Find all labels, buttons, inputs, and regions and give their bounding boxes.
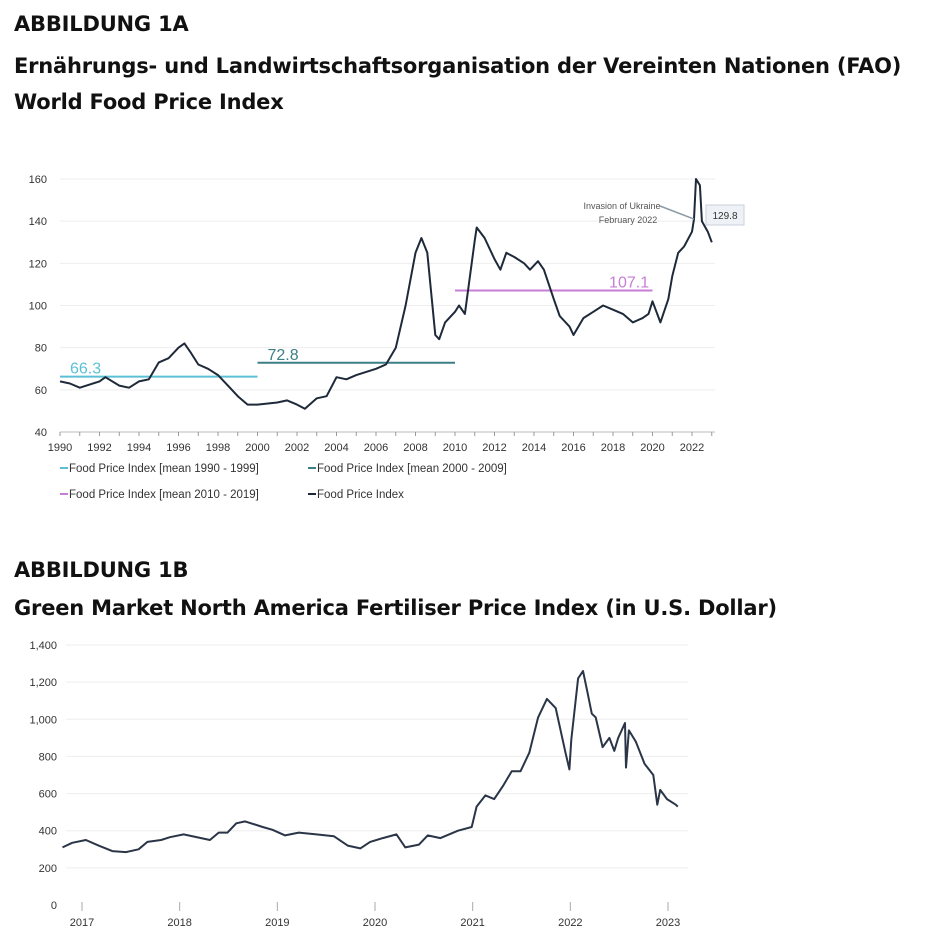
x-tick-label: 2018	[601, 442, 625, 454]
y-tick-label: 0	[51, 900, 57, 912]
mean-value-label: 66.3	[70, 361, 101, 378]
x-tick-label: 2020	[363, 917, 387, 929]
x-tick-label: 2002	[285, 442, 309, 454]
x-tick-label: 2006	[364, 442, 388, 454]
x-tick-label: 2014	[522, 442, 546, 454]
x-tick-label: 2020	[640, 442, 664, 454]
mean-value-label: 72.8	[268, 347, 299, 364]
x-tick-label: 1990	[48, 442, 72, 454]
callout-value: 129.8	[712, 211, 737, 222]
annotation-text: February 2022	[599, 215, 658, 225]
y-tick-label: 1,200	[29, 677, 57, 689]
x-tick-label: 2004	[324, 442, 348, 454]
y-tick-label: 200	[39, 863, 57, 875]
food-price-index-chart: 40 60 80 100 120 140 160 1990 1992 1994 1996 1998 20…	[29, 174, 745, 501]
legend-label: Food Price Index [mean 2010 - 2019]	[69, 489, 259, 501]
y-tick-label: 400	[39, 826, 57, 838]
x-tick-label: 2022	[558, 917, 582, 929]
x-tick-label: 1996	[166, 442, 190, 454]
legend-label: Food Price Index [mean 2000 - 2009]	[317, 463, 507, 475]
figure-1a-subtitle: World Food Price Index	[14, 90, 284, 114]
y-tick-label: 100	[29, 301, 47, 313]
annotation-leader	[659, 205, 695, 220]
y-tick-label: 140	[29, 216, 47, 228]
mean-value-label: 107.1	[609, 275, 649, 292]
figure-1b-title: Green Market North America Fertiliser Pr…	[14, 596, 777, 620]
legend-label: Food Price Index [mean 1990 - 1999]	[69, 463, 259, 475]
y-tick-label: 160	[29, 174, 47, 186]
annotation-text: Invasion of Ukraine	[583, 201, 660, 211]
fertiliser-price-index-line	[62, 670, 679, 854]
y-tick-label: 600	[39, 789, 57, 801]
x-tick-label: 2021	[460, 917, 484, 929]
y-tick-label: 80	[35, 343, 47, 355]
x-tick-label: 2023	[656, 917, 680, 929]
x-tick-label: 2012	[482, 442, 506, 454]
callout-box	[705, 204, 745, 226]
legend-label: Food Price Index	[317, 489, 404, 501]
y-tick-label: 40	[35, 427, 47, 439]
y-tick-label: 1,400	[29, 640, 57, 652]
figure-1b-label: ABBILDUNG 1B	[14, 558, 189, 582]
y-tick-label: 800	[39, 751, 57, 763]
x-tick-label: 2019	[265, 917, 289, 929]
x-tick-label: 2022	[680, 442, 704, 454]
y-tick-label: 1,000	[29, 714, 57, 726]
figure-1a-label: ABBILDUNG 1A	[14, 12, 189, 36]
x-tick-label: 2008	[403, 442, 427, 454]
x-tick-label: 2010	[443, 442, 467, 454]
x-tick-label: 1994	[127, 442, 151, 454]
y-tick-label: 120	[29, 258, 47, 270]
x-tick-label: 1998	[206, 442, 230, 454]
y-tick-label: 60	[35, 385, 47, 397]
x-tick-label: 2017	[70, 917, 94, 929]
food-price-index-line	[59, 178, 713, 410]
x-tick-label: 2000	[245, 442, 269, 454]
x-tick-label: 2018	[167, 917, 191, 929]
figure-1a-title: Ernährungs- und Landwirtschaftsorganisat…	[14, 54, 902, 78]
x-tick-label: 1992	[87, 442, 111, 454]
x-tick-label: 2016	[561, 442, 585, 454]
